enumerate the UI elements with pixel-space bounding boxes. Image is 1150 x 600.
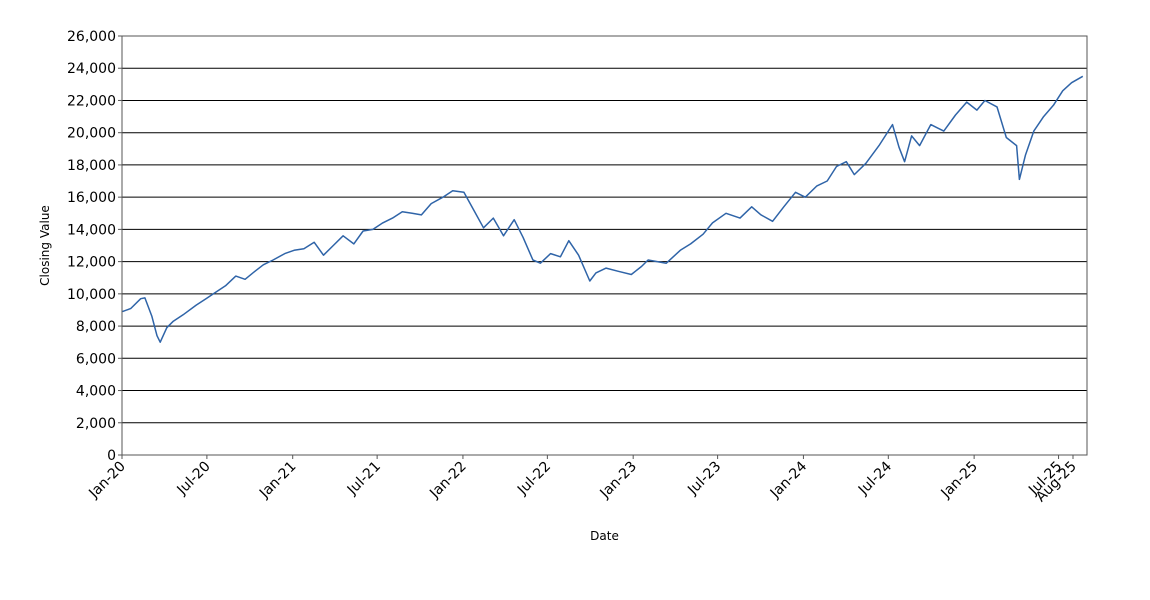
y-tick-label: 24,000	[67, 61, 116, 77]
x-tick-label: Jul-24	[855, 458, 895, 498]
x-tick-label: Jul-21	[344, 459, 384, 499]
y-tick-label: 20,000	[67, 126, 116, 142]
y-tick-label: 8,000	[76, 319, 116, 335]
y-tick-label: 0	[107, 448, 116, 464]
y-axis-title: Closing Value	[38, 205, 52, 286]
x-tick-label: Jul-20	[174, 459, 214, 499]
y-tick-label: 2,000	[76, 416, 116, 432]
x-tick-label: Jan-21	[256, 459, 299, 502]
x-tick-label: Jan-20	[85, 459, 128, 502]
y-tick-label: 10,000	[67, 287, 116, 303]
x-tick-label: Jan-22	[426, 459, 469, 502]
y-tick-label: 18,000	[67, 158, 116, 174]
y-tick-label: 22,000	[67, 93, 116, 109]
x-tick-label: Jan-24	[767, 458, 811, 502]
x-tick-label: Jan-23	[597, 459, 640, 502]
y-tick-label: 26,000	[67, 29, 116, 45]
y-tick-label: 14,000	[67, 222, 116, 238]
x-tick-label: Jan-25	[938, 459, 981, 502]
y-tick-label: 12,000	[67, 255, 116, 271]
y-tick-label: 16,000	[67, 190, 116, 206]
y-tick-label: 4,000	[76, 384, 116, 400]
series-layer	[122, 75, 1084, 343]
horizontal-gridlines	[122, 35, 1087, 456]
x-axis: Jan-20 Jul-20 Jan-21 Jul-21 Jan-22 Jul-22 Jan-…	[85, 455, 1080, 505]
x-axis-title: Date	[590, 529, 619, 543]
y-axis: 0 2,000 4,000 6,000 8,000 10,000 12,000 14,000 1…	[67, 29, 122, 464]
x-tick-label: Jul-23	[684, 459, 724, 499]
plot-area	[121, 35, 1088, 456]
series-line	[122, 75, 1084, 343]
x-tick-label: Jul-22	[514, 459, 554, 499]
y-tick-label: 6,000	[76, 351, 116, 367]
